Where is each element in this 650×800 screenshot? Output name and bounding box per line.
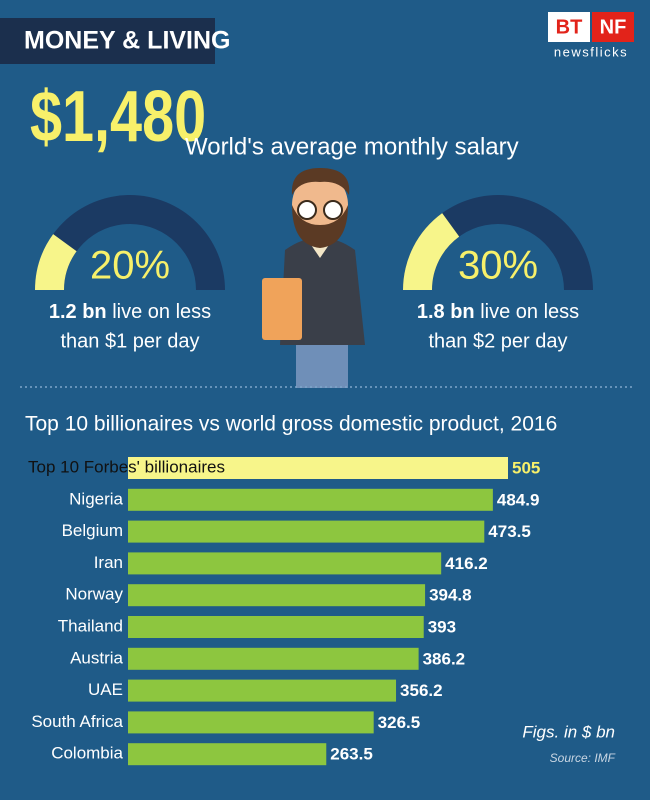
- glasses: [297, 200, 317, 220]
- category-label: Nigeria: [69, 489, 123, 508]
- bar: [128, 457, 508, 479]
- person: [262, 168, 365, 388]
- category-label: Iran: [94, 553, 123, 572]
- gauge-text: than $1 per day: [61, 330, 200, 352]
- hero-caption: World's average monthly salary: [185, 133, 519, 160]
- gauge-text: 1.8 bn live on less: [417, 301, 579, 323]
- value-label: 393: [428, 617, 456, 636]
- glasses: [323, 200, 343, 220]
- logo-text: BT: [556, 16, 583, 38]
- gauge-track: [403, 195, 593, 290]
- bar: [128, 743, 327, 766]
- gauge-fill: [35, 234, 77, 290]
- gauge-label: 20%: [90, 244, 170, 288]
- category-label: UAE: [88, 680, 123, 699]
- category-label: Thailand: [58, 616, 123, 635]
- bar: [128, 711, 374, 734]
- category-label: Austria: [70, 648, 123, 667]
- gauge-line: live on less: [480, 301, 579, 323]
- category-label: Top 10 Forbes' billionaires: [28, 457, 225, 476]
- value-label: 386.2: [423, 649, 466, 668]
- gauge-text: 1.2 bn live on less: [49, 301, 211, 323]
- folder: [262, 278, 302, 340]
- note: Figs. in $ bn: [522, 722, 615, 741]
- value-label: 326.5: [378, 713, 421, 732]
- value-label: 356.2: [400, 681, 443, 700]
- hero-amount: $1,480: [30, 76, 206, 157]
- gauge-bold: 1.8 bn: [417, 301, 475, 323]
- value-label: 484.9: [497, 490, 540, 509]
- value-label: 263.5: [330, 745, 373, 764]
- bar: [128, 616, 424, 638]
- beard: [292, 205, 348, 248]
- bar: [128, 584, 426, 607]
- bar: [128, 520, 485, 543]
- header-title: MONEY & LIVING: [24, 27, 231, 55]
- logo-box: [592, 12, 634, 42]
- header-bar: [0, 18, 215, 64]
- face: [292, 173, 348, 237]
- logo-box: [548, 12, 590, 42]
- gauge-line: live on less: [112, 301, 211, 323]
- bar: [128, 647, 419, 670]
- gauge-text: than $2 per day: [429, 330, 568, 352]
- gauge-fill: [403, 213, 460, 290]
- category-label: Norway: [65, 585, 123, 604]
- gauge-label: 30%: [458, 244, 538, 288]
- category-label: South Africa: [31, 712, 123, 731]
- bar: [128, 488, 493, 511]
- logo-sub: newsflicks: [554, 44, 628, 59]
- bar: [128, 552, 442, 575]
- logo-text: NF: [600, 16, 627, 38]
- gauge-track: [35, 195, 225, 290]
- value-label: 473.5: [488, 522, 531, 541]
- source: Source: IMF: [550, 751, 616, 765]
- value-label: 394.8: [429, 586, 472, 605]
- bar: [128, 679, 397, 702]
- category-label: Belgium: [62, 521, 123, 540]
- chart-title: Top 10 billionaires vs world gross domes…: [25, 413, 557, 436]
- gauge-bold: 1.2 bn: [49, 301, 107, 323]
- value-label: 416.2: [445, 554, 488, 573]
- hair: [291, 168, 350, 195]
- category-label: Colombia: [51, 744, 123, 763]
- value-label: 505: [512, 458, 540, 477]
